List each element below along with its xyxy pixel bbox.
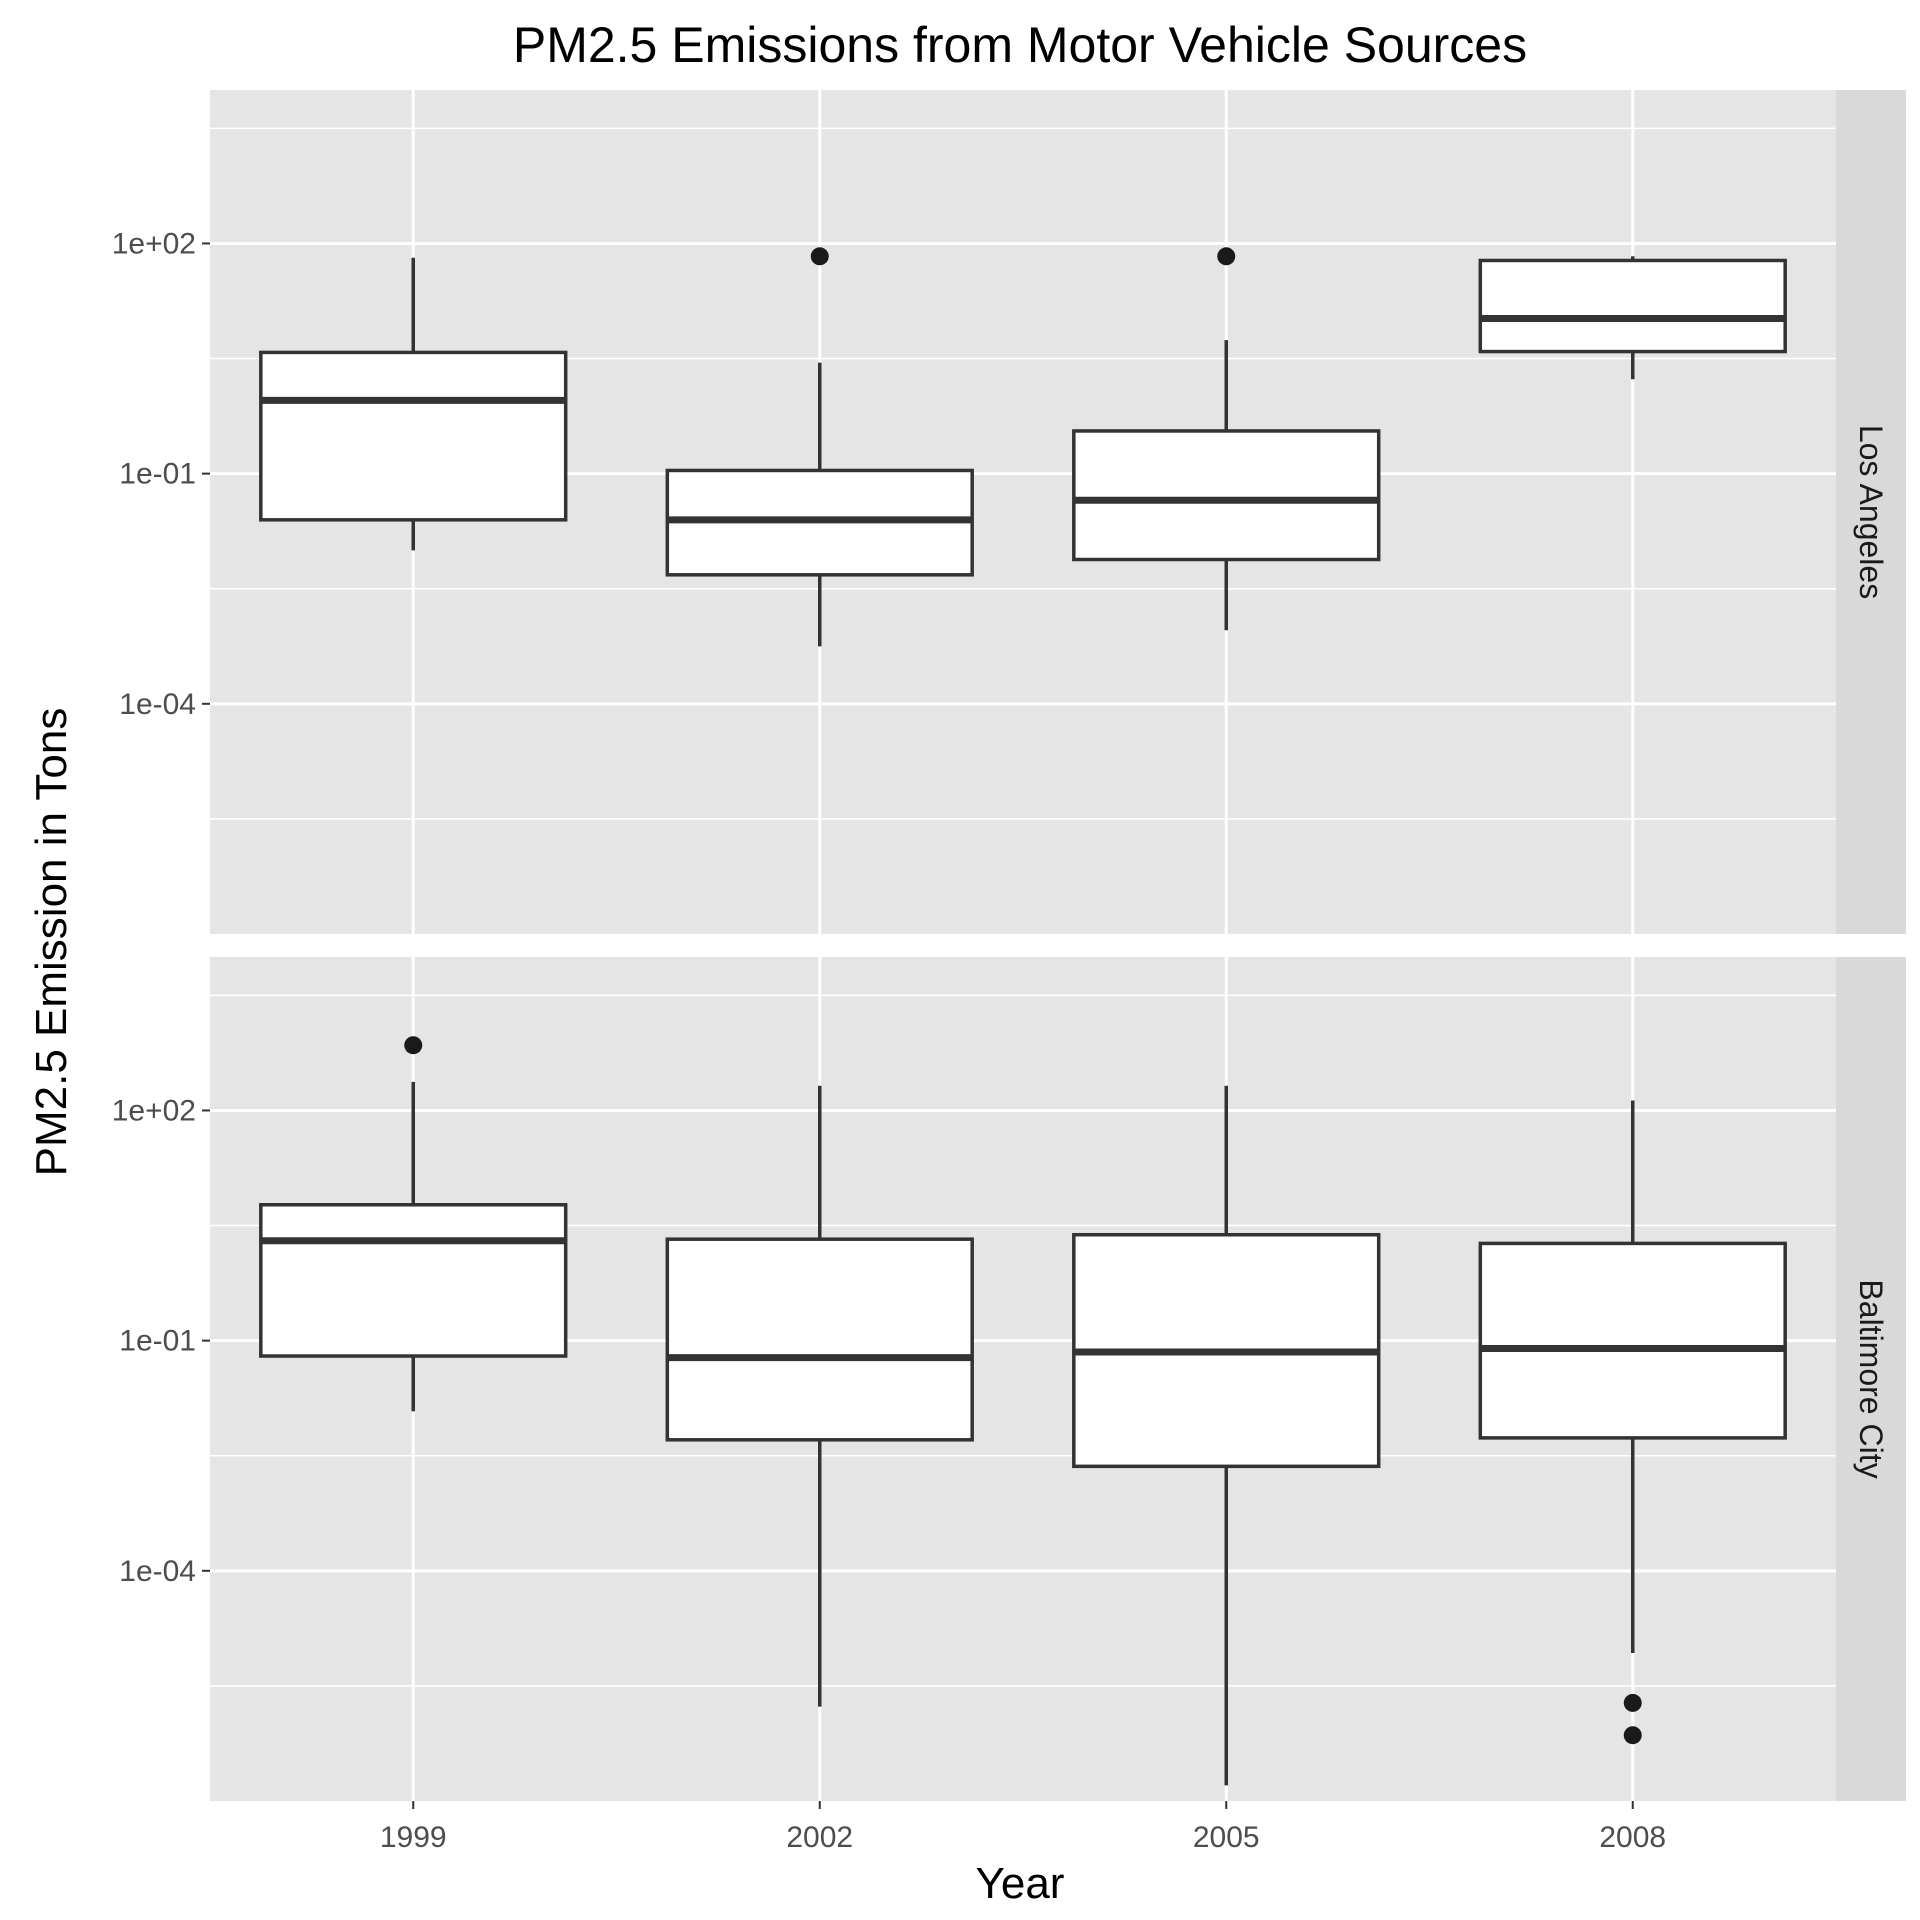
facet-strip-label: Baltimore City bbox=[1853, 1279, 1889, 1478]
box-2005 bbox=[1072, 1085, 1381, 1786]
box-iqr bbox=[1478, 258, 1787, 354]
x-tick-label: 2002 bbox=[786, 1821, 853, 1854]
facet-strip bbox=[1836, 957, 1906, 1801]
box-2008 bbox=[1478, 1100, 1787, 1745]
x-tick-label: 2005 bbox=[1193, 1821, 1260, 1854]
y-tick-label: 1e-04 bbox=[119, 1555, 196, 1588]
box-2008 bbox=[1478, 256, 1787, 380]
y-tick-label: 1e+02 bbox=[112, 1094, 196, 1127]
box-2002 bbox=[665, 1085, 974, 1707]
facet-strip bbox=[1836, 90, 1906, 934]
box-2002 bbox=[665, 247, 974, 647]
box-1999 bbox=[259, 257, 568, 551]
outlier-point bbox=[404, 1036, 423, 1055]
y-tick-label: 1e+02 bbox=[112, 227, 196, 260]
chart-title: PM2.5 Emissions from Motor Vehicle Sourc… bbox=[513, 17, 1527, 73]
outlier-point bbox=[1217, 247, 1236, 266]
box-iqr bbox=[259, 1203, 568, 1358]
box-iqr bbox=[1072, 429, 1381, 562]
outlier-point bbox=[810, 247, 829, 266]
box-iqr bbox=[1478, 1241, 1787, 1440]
box-1999 bbox=[259, 1036, 568, 1412]
box-iqr bbox=[665, 1237, 974, 1442]
panel-0: 1e-04 1e-01 1e+02 Los Angeles bbox=[112, 90, 1906, 934]
y-tick-label: 1e-01 bbox=[119, 1325, 196, 1358]
y-axis-title: PM2.5 Emission in Tons bbox=[27, 708, 76, 1177]
facet-strip-label: Los Angeles bbox=[1853, 425, 1889, 599]
box-2005 bbox=[1072, 247, 1381, 631]
panel-1: 1e-04 1e-01 1e+02 Baltimore City bbox=[112, 957, 1906, 1801]
outlier-point bbox=[1623, 1726, 1642, 1745]
box-iqr bbox=[259, 350, 568, 522]
x-tick-label: 1999 bbox=[380, 1821, 447, 1854]
x-axis-title: Year bbox=[976, 1859, 1065, 1908]
y-tick-label: 1e-04 bbox=[119, 688, 196, 721]
outlier-point bbox=[1623, 1693, 1642, 1712]
x-tick-label: 2008 bbox=[1599, 1821, 1666, 1854]
y-tick-label: 1e-01 bbox=[119, 458, 196, 491]
